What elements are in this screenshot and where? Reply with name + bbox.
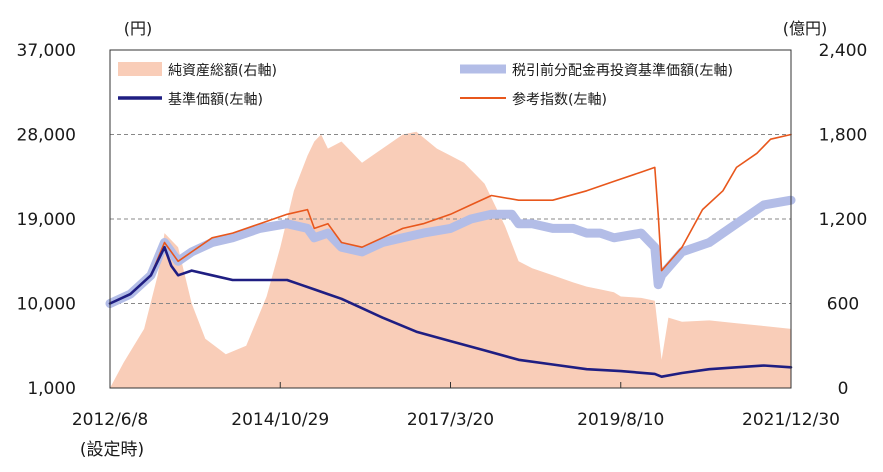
x-first-tick-note: (設定時) — [80, 440, 144, 460]
left-tick-label: 10,000 — [17, 295, 76, 315]
left-tick-label: 1,000 — [27, 379, 76, 399]
x-tick-label: 2021/12/30 — [742, 410, 840, 430]
legend-label-nav: 基準価額(左軸) — [168, 91, 263, 108]
x-tick-label: 2012/6/8 — [72, 410, 148, 430]
left-tick-label: 37,000 — [17, 41, 76, 61]
series-area-net-assets — [110, 131, 791, 388]
x-tick-label: 2014/10/29 — [231, 410, 329, 430]
left-tick-label: 28,000 — [17, 126, 76, 146]
legend-label-nav-reinvested: 税引前分配金再投資基準価額(左軸) — [512, 62, 733, 79]
legend-swatch-net-assets — [118, 62, 162, 76]
legend-label-net-assets: 純資産総額(右軸) — [168, 63, 277, 79]
left-tick-label: 19,000 — [17, 210, 76, 230]
legend-item-index: 参考指数(左軸) — [460, 91, 607, 108]
right-tick-label: 0 — [838, 379, 849, 399]
x-tick-label: 2019/8/10 — [577, 410, 664, 430]
series-line-nav — [108, 245, 793, 379]
axes: 37,000 28,000 19,000 10,000 1,000 2,400 1,800 1… — [17, 41, 868, 460]
left-axis-unit: (円) — [124, 19, 153, 38]
legend: 純資産総額(右軸) 税引前分配金再投資基準価額(左軸) 基準価額(左軸) 参考指… — [118, 62, 733, 108]
x-tick-label: 2017/3/20 — [407, 410, 494, 430]
right-axis-unit: (億円) — [783, 19, 828, 38]
legend-label-index: 参考指数(左軸) — [512, 91, 607, 108]
right-tick-label: 600 — [827, 295, 859, 315]
series-line-reference-index — [109, 133, 792, 305]
net-assets-area-layer — [110, 131, 791, 388]
legend-item-net-assets: 純資産総額(右軸) — [118, 62, 277, 79]
right-tick-label: 1,200 — [819, 210, 868, 230]
series-line-nav-reinvested — [105, 195, 796, 308]
legend-item-nav: 基準価額(左軸) — [118, 91, 263, 108]
series-lines — [105, 133, 796, 379]
grid-lines — [110, 134, 791, 304]
legend-item-nav-reinvested: 税引前分配金再投資基準価額(左軸) — [460, 62, 733, 79]
right-tick-label: 2,400 — [819, 41, 868, 61]
right-tick-label: 1,800 — [819, 126, 868, 146]
